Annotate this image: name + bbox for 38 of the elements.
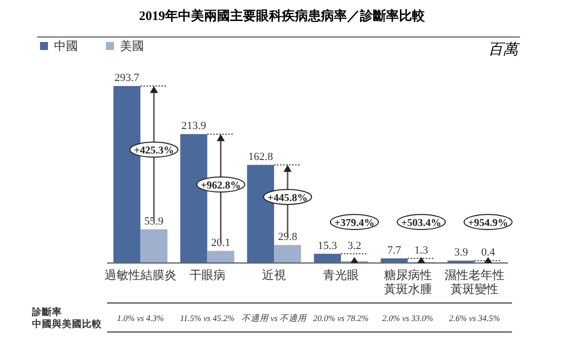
bar	[314, 254, 341, 263]
data-label: 0.4	[481, 246, 496, 259]
bar	[140, 229, 168, 263]
x-tick-label: 過敏性結膜炎	[104, 268, 176, 282]
legend-label: 美國	[120, 39, 144, 53]
bar	[207, 250, 234, 263]
data-label: 1.3	[414, 244, 429, 256]
legend-label: 中國	[54, 39, 78, 53]
annotation: +503.4%	[401, 218, 442, 229]
x-tick-label: 濕性老年性黃斑變性	[444, 268, 505, 296]
x-tick-label: 近視	[262, 268, 286, 282]
data-label: 3.9	[454, 246, 468, 259]
text: 診斷率	[31, 306, 62, 318]
x-tick-label: 青光眼	[322, 268, 359, 282]
annotation: +962.8%	[200, 180, 241, 192]
text: 11.5% vs 45.2%	[180, 313, 235, 323]
bar	[274, 245, 302, 263]
data-label: 55.9	[144, 215, 164, 228]
text: 不適用 vs 不適用	[241, 313, 308, 323]
x-tick-label: 干眼病	[189, 268, 226, 282]
data-label: 213.9	[181, 120, 207, 132]
text: 1.0% vs 4.3%	[117, 313, 164, 323]
annotation: +954.9%	[468, 218, 508, 229]
data-label: 293.7	[114, 72, 140, 84]
text: 2.6% vs 34.5%	[449, 313, 500, 323]
x-tick-label: 糖尿病性黃斑水腫	[384, 268, 432, 296]
text: 20.0% vs 78.2%	[313, 313, 369, 323]
text: 中國與美國比較	[32, 318, 103, 330]
data-label: 162.8	[248, 150, 274, 163]
data-label: 7.7	[387, 244, 402, 256]
data-label: 15.3	[318, 240, 338, 252]
annotation: +425.3%	[134, 146, 174, 157]
data-label: 3.2	[348, 240, 362, 252]
annotation: +379.4%	[334, 218, 374, 229]
chart-title: 2019年中美兩國主要眼科疾病患病率／診斷率比較	[139, 8, 426, 23]
y-axis-title: 百萬	[488, 41, 521, 58]
text: 2.0% vs 33.0%	[382, 313, 434, 323]
annotation: +445.8%	[268, 192, 308, 204]
